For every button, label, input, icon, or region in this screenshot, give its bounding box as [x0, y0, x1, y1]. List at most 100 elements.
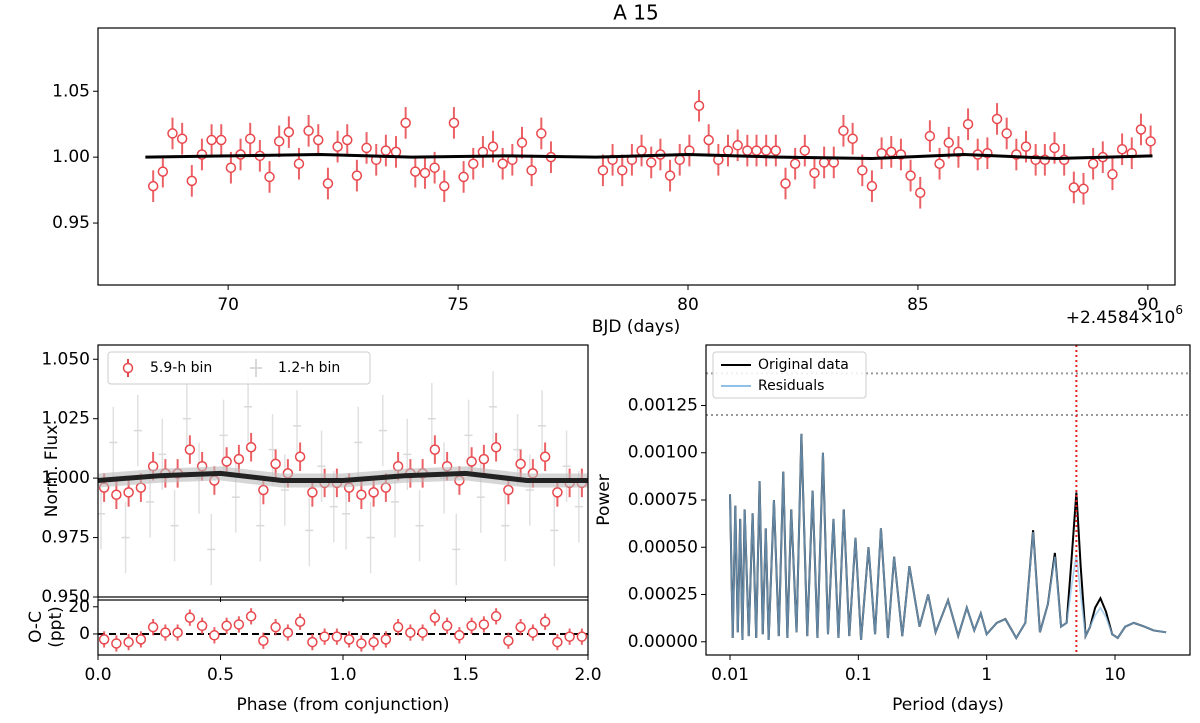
data-point: [258, 635, 269, 646]
y-tick-label: 0.00050: [628, 537, 698, 557]
data-point: [184, 444, 196, 455]
data-point: [233, 619, 245, 630]
data-point: [515, 458, 526, 470]
data-point: [789, 158, 801, 169]
data-point: [417, 627, 428, 638]
data-point: [552, 487, 563, 498]
data-point: [847, 133, 858, 144]
data-point: [799, 145, 811, 156]
data-point: [515, 621, 526, 633]
x-tick-label: 0.1: [845, 665, 872, 685]
data-point: [313, 134, 324, 146]
data-point: [1116, 144, 1128, 155]
y-axis-label: O-C: [26, 611, 46, 643]
data-point: [380, 634, 392, 645]
data-point: [123, 636, 134, 648]
data-point: [293, 158, 305, 169]
data-point: [319, 631, 330, 642]
x-tick-label: 80: [677, 295, 699, 315]
data-point: [273, 136, 285, 147]
legend-label: Residuals: [758, 378, 824, 394]
data-point: [876, 147, 887, 159]
data-point: [539, 616, 551, 627]
data-point: [905, 170, 916, 181]
y-axis-label: Power: [594, 474, 614, 525]
x-tick-label: 90: [1137, 295, 1159, 315]
data-point: [429, 612, 441, 623]
y-tick-label: 0.950: [41, 587, 90, 607]
plot-area: [98, 371, 588, 586]
data-point: [991, 113, 1003, 125]
legend-label: 1.2-h bin: [278, 360, 340, 376]
data-point: [934, 158, 945, 169]
series-line: [729, 433, 1167, 640]
data-point: [742, 145, 753, 156]
data-point: [196, 620, 208, 632]
data-point: [167, 128, 178, 139]
data-point: [497, 158, 508, 169]
data-point: [490, 611, 502, 622]
x-tick-label: 75: [447, 295, 469, 315]
x-axis-label: Phase (from conjunction): [236, 695, 449, 715]
data-point: [429, 444, 441, 455]
data-point: [448, 117, 460, 129]
data-point: [924, 130, 936, 142]
data-point: [356, 638, 367, 649]
data-point: [838, 125, 849, 137]
data-point: [857, 165, 868, 176]
data-point: [221, 620, 232, 632]
data-point: [539, 451, 551, 462]
data-point: [1068, 182, 1080, 193]
y-tick-label: 1.05: [52, 81, 90, 101]
data-point: [331, 631, 343, 642]
axes-frame: [705, 344, 1191, 656]
data-point: [341, 134, 353, 146]
data-point: [209, 630, 220, 641]
data-point: [135, 634, 147, 645]
data-point: [356, 489, 367, 501]
plot-area: [98, 608, 588, 652]
data-point: [147, 180, 159, 192]
data-point: [123, 487, 134, 498]
model-line: [98, 470, 588, 484]
data-point: [645, 157, 657, 168]
data-point: [503, 635, 514, 646]
data-point: [405, 627, 416, 638]
data-point: [536, 128, 547, 139]
data-point: [332, 141, 343, 152]
y-tick-label: 20: [68, 597, 90, 617]
y-tick-label: 1.000: [41, 468, 90, 488]
data-point: [866, 180, 878, 192]
data-point: [664, 170, 676, 181]
y-tick-label: 0.975: [41, 528, 90, 548]
offset-base: +2.4584×10: [1066, 308, 1176, 328]
x-tick-label: 0.0: [84, 665, 111, 685]
data-point: [400, 117, 411, 129]
data-point: [270, 621, 281, 633]
data-point: [157, 166, 169, 177]
data-point: [454, 630, 465, 641]
data-point: [1078, 183, 1089, 195]
data-point: [351, 170, 363, 181]
data-point: [392, 621, 404, 633]
data-point: [172, 627, 183, 638]
data-point: [245, 611, 257, 622]
data-point: [1107, 169, 1118, 180]
data-point: [380, 482, 392, 493]
x-tick-label: 85: [907, 295, 929, 315]
data-point: [760, 145, 772, 156]
data-point: [478, 619, 490, 630]
data-point: [98, 634, 110, 645]
legend-box: [712, 351, 867, 399]
y-tick-label: 1.025: [41, 409, 90, 429]
data-point: [307, 636, 318, 648]
x-tick-label: 10: [1104, 665, 1126, 685]
data-point: [176, 133, 188, 144]
data-point: [526, 165, 537, 176]
data-point: [693, 100, 705, 112]
x-tick-label: 70: [217, 295, 239, 315]
data-point: [503, 484, 514, 496]
data-point: [751, 145, 762, 156]
y-tick-label: 0.00075: [628, 490, 698, 510]
